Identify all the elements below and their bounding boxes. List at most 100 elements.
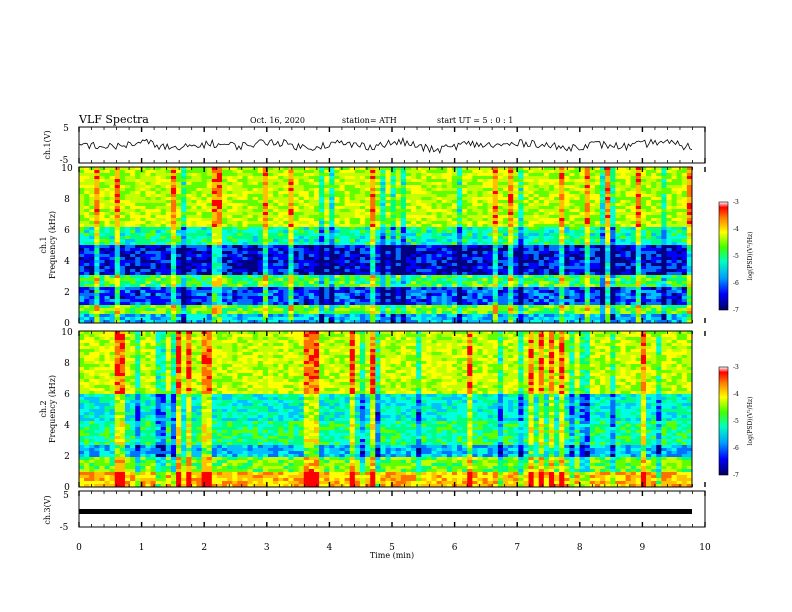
spectrogram-cell [441,272,448,276]
spectrogram-cell [370,221,376,225]
spectrogram-cell [416,203,427,207]
spectrogram-cell [528,170,535,174]
spectrogram-cell [411,224,417,228]
spectrogram-cell [170,209,177,213]
spectrogram-cell [538,182,545,186]
spectrogram-cell [288,167,294,171]
spectrogram-cell [242,182,248,186]
spectrogram-cell [426,173,432,177]
spectrogram-cell [472,191,478,195]
spectrogram-cell [400,299,407,303]
spectrogram-cell [191,251,202,255]
spectrogram-cell [186,314,208,318]
spectrogram-cell [646,305,652,309]
spectrogram-cell [482,242,489,246]
spectrogram-cell [165,254,172,258]
spectrogram-cell [548,212,555,216]
spectrogram-cell [359,188,366,192]
spectrogram-cell [293,239,300,243]
spectrogram-cell [446,227,453,231]
spectrogram-cell [676,311,683,315]
spectrogram-cell [222,320,228,324]
spectrogram-cell [635,221,642,225]
spectrogram-cell [497,209,504,213]
spectrogram-cell [324,182,330,186]
spectrogram-cell [191,260,213,264]
spectrogram-cell [262,248,269,252]
spectrogram-cell [523,278,535,282]
spectrogram-cell [349,191,361,195]
spectrogram-cell [676,176,683,180]
spectrogram-cell [89,302,95,306]
spectrogram-cell [400,167,407,171]
spectrogram-cell [104,197,111,201]
spectrogram-cell [564,263,570,267]
spectrogram-cell [181,170,187,174]
spectrogram-cell [288,227,294,231]
spectrogram-cell [155,233,162,237]
spectrogram-cell [237,233,243,237]
spectrogram-cell [564,200,570,204]
spectrogram-cell [615,308,621,312]
spectrogram-cell [605,311,611,315]
spectrogram-cell [104,284,111,288]
spectrogram-cell [548,191,560,195]
spectrogram-cell [268,221,274,225]
spectrogram-cell [329,170,335,174]
spectrogram-cell [569,224,575,228]
spectrogram-cell [569,233,575,237]
spectrogram-cell [589,191,596,195]
spectrogram-cell [196,266,213,270]
spectrogram-cell [176,296,182,300]
spectrogram-cell [84,224,95,228]
spectrogram-cell [242,224,248,228]
spectrogram-cell [242,170,259,174]
spectrogram-cell [615,176,632,180]
spectrogram-cell [605,206,611,210]
spectrogram-cell [610,299,616,303]
spectrogram-cell [574,278,581,282]
spectrogram-cell [114,215,121,219]
spectrogram-cell [686,239,693,243]
spectrogram-cell [457,263,478,267]
spectrogram-cell [605,203,611,207]
spectrogram-cell [145,314,151,318]
spectrogram-cell [227,179,238,183]
spectrogram-cell [278,314,284,318]
spectrogram-cell [600,275,606,279]
spectrogram-cell [150,212,162,216]
spectrogram-cell [227,200,233,204]
ch1-spec-ytick-2: 2 [64,288,70,298]
spectrogram-cell [293,194,300,198]
spectrogram-cell [472,257,483,261]
spectrogram-cell [646,263,652,267]
spectrogram-cell [349,314,356,318]
spectrogram-cell [615,296,621,300]
spectrogram-cell [543,239,550,243]
spectrogram-cell [594,209,601,213]
spectrogram-cell [165,302,172,306]
spectrogram-cell [457,200,463,204]
spectrogram-cell [145,191,157,195]
spectrogram-cell [293,263,300,267]
spectrogram-cell [283,230,289,234]
spectrogram-cell [380,314,386,318]
spectrogram-cell [482,257,494,261]
spectrogram-cell [686,182,693,186]
spectrogram-cell [513,212,519,216]
spectrogram-cell [334,188,340,192]
spectrogram-cell [303,331,310,335]
spectrogram-cell [594,167,601,171]
spectrogram-cell [288,281,294,285]
spectrogram-cell [216,206,223,210]
spectrogram-cell [135,308,146,312]
spectrogram-cell [610,269,626,273]
spectrogram-cell [324,317,330,321]
spectrogram-cell [457,320,463,324]
spectrogram-cell [334,320,340,324]
spectrogram-cell [375,314,381,318]
spectrogram-cell [288,317,294,321]
spectrogram-cell [671,263,678,267]
spectrogram-cell [196,293,208,297]
spectrogram-cell [492,209,499,213]
